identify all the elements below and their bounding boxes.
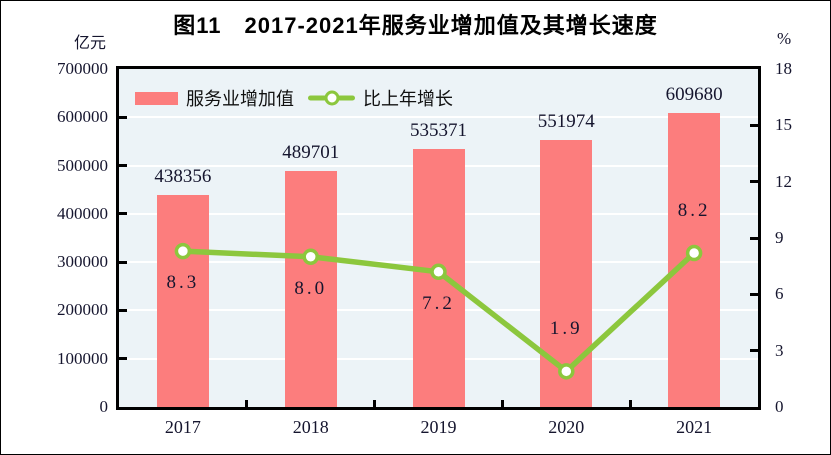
legend-marker-icon [324,90,339,106]
y-axis-tick-label-right: 0 [775,397,784,416]
bar-2018 [284,170,337,407]
y-axis-tick-label-left: 100000 [57,348,108,368]
legend-bar-swatch [135,91,178,105]
bar-value-label: 438356 [154,166,212,188]
x-axis-tick [628,400,632,407]
y-axis-tick-label-right: 12 [775,171,792,191]
left-axis-unit: 亿元 [73,35,106,52]
y-axis-tick-label-right: 15 [775,115,792,135]
gridline [119,116,758,119]
bar-2020 [540,140,593,407]
growth-line-layer [174,242,703,380]
growth-value-label: 8.0 [294,277,328,299]
x-axis-category-label: 2020 [548,417,585,437]
legend-label-bar: 服务业增加值 [186,89,294,109]
growth-value-label: 8.2 [677,200,711,222]
y-axis-tick-label-left: 200000 [57,300,108,320]
right-axis-tick [750,236,758,240]
chart-legend: 服务业增加值 比上年增长 [135,85,453,111]
left-axis-tick [119,212,127,216]
legend-label-line: 比上年增长 [363,89,453,109]
right-axis-tick [750,349,758,353]
x-axis-tick [373,400,377,407]
plot-area: 服务业增加值 比上年增长 438356 489701 535371 551974 609… [116,66,761,410]
y-axis-tick-label-right: 9 [775,228,784,247]
x-axis-category-label: 2019 [420,417,457,437]
left-axis-tick [119,357,127,361]
bar-2017 [156,195,209,407]
right-axis-tick [750,292,758,296]
bar-value-label: 535371 [410,119,467,141]
left-axis-tick [119,164,127,168]
y-axis-tick-label-left: 500000 [57,155,108,175]
x-axis-category-label: 2017 [164,417,201,437]
x-axis-category-label: 2018 [292,417,329,437]
bar-value-label: 609680 [665,83,723,105]
right-axis-tick [750,123,758,127]
growth-marker-2020 [558,363,575,380]
right-axis-tick [750,180,758,184]
growth-marker-2019 [430,263,447,281]
bar-value-label: 551974 [537,111,595,133]
legend-line-swatch [308,90,355,106]
x-axis-tick [245,400,249,407]
y-axis-tick-label-left: 300000 [57,252,108,272]
x-axis-category-label: 2021 [676,417,713,437]
chart-title: 图11 2017-2021年服务业增加值及其增长速度 [173,13,658,38]
y-axis-tick-label-left: 400000 [57,203,108,223]
y-axis-tick-label-left: 700000 [57,59,108,78]
y-axis-tick-label-left: 600000 [57,107,108,127]
y-axis-tick-label-right: 6 [775,284,784,304]
x-axis-tick [500,400,504,407]
plot-inner: 服务业增加值 比上年增长 438356 489701 535371 551974 609… [119,69,758,407]
growth-marker-2018 [302,248,319,266]
growth-value-label: 8.3 [166,272,200,294]
growth-marker-2017 [174,242,192,260]
left-axis-tick [119,115,127,119]
y-axis-tick-label-right: 18 [775,59,792,78]
y-axis-tick-label-left: 0 [99,397,109,416]
y-axis-tick-label-right: 3 [775,340,784,360]
left-axis-tick [119,260,127,264]
bar-value-label: 489701 [282,141,340,163]
left-axis-tick [119,308,127,312]
growth-value-label: 1.9 [549,318,583,340]
growth-value-label: 7.2 [422,292,455,314]
growth-marker-2021 [685,244,703,262]
right-axis-unit: % [777,29,792,48]
